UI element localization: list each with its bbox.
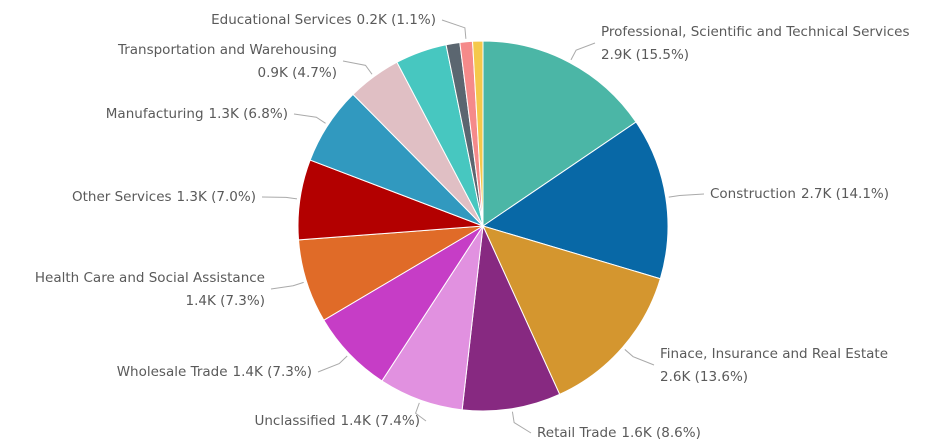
slice-label: Wholesale Trade 1.4K (7.3%): [117, 364, 312, 380]
category-label: Wholesale Trade: [117, 364, 228, 380]
category-label: Health Care and Social Assistance: [35, 270, 265, 286]
pie-slice: [482, 225, 661, 396]
leader-line: [342, 60, 373, 75]
value-label: 2.9K (15.5%): [601, 47, 689, 63]
slice-label: Other Services 1.3K (7.0%): [72, 189, 256, 205]
pie-slice: [482, 40, 637, 227]
leader-line: [624, 349, 655, 366]
slice-label: Manufacturing 1.3K (6.8%): [106, 106, 288, 122]
leader-line: [261, 196, 298, 200]
slice-label: Construction 2.7K (14.1%): [710, 186, 889, 202]
leader-line: [570, 42, 596, 61]
slice-label: Unclassified 1.4K (7.4%): [254, 413, 420, 429]
leader-line: [270, 281, 304, 290]
value-label: 1.6K (8.6%): [621, 425, 700, 441]
slice-label: Professional, Scientific and Technical S…: [601, 24, 909, 63]
category-label: Finace, Insurance and Real Estate: [660, 346, 888, 362]
leader-line: [441, 19, 467, 39]
leader-line: [317, 355, 348, 373]
pie-slice: [461, 224, 561, 412]
category-label: Retail Trade: [537, 425, 616, 441]
category-label: Construction: [710, 186, 796, 202]
value-label: 0.9K (4.7%): [258, 65, 337, 81]
category-label: Professional, Scientific and Technical S…: [601, 24, 909, 40]
value-label: 1.3K (7.0%): [177, 189, 256, 205]
slice-label: Finace, Insurance and Real Estate 2.6K (1…: [660, 346, 888, 385]
slice-label: Retail Trade 1.6K (8.6%): [537, 425, 701, 441]
value-label: 0.2K (1.1%): [357, 12, 436, 28]
value-label: 2.6K (13.6%): [660, 369, 748, 385]
category-label: Manufacturing: [106, 106, 204, 122]
value-label: 1.4K (7.4%): [341, 413, 420, 429]
category-label: Unclassified: [254, 413, 335, 429]
category-label: Educational Services: [211, 12, 351, 28]
category-label: Transportation and Warehousing: [117, 42, 337, 58]
leader-line: [293, 113, 326, 124]
slice-label: Health Care and Social Assistance 1.4K (7…: [35, 270, 265, 309]
leader-line: [668, 193, 705, 198]
pie-slice: [472, 40, 484, 227]
slice-label: Educational Services 0.2K (1.1%): [211, 12, 436, 28]
value-label: 1.4K (7.3%): [233, 364, 312, 380]
leader-line: [511, 411, 532, 434]
slice-label: Transportation and Warehousing 0.9K (4.7%…: [117, 42, 337, 81]
leader-line: [414, 402, 427, 422]
value-label: 2.7K (14.1%): [801, 186, 889, 202]
value-label: 1.3K (6.8%): [209, 106, 288, 122]
category-label: Other Services: [72, 189, 172, 205]
value-label: 1.4K (7.3%): [186, 293, 265, 309]
